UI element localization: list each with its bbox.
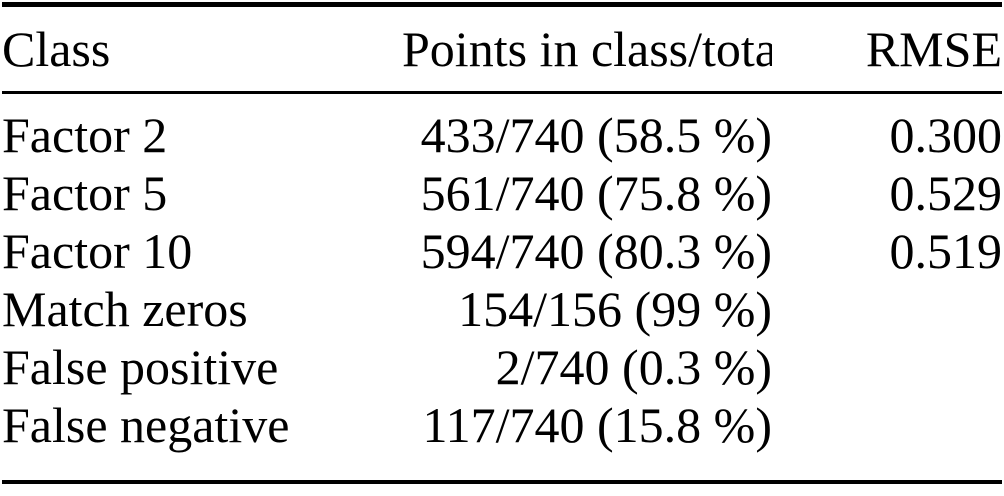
cell-class-label: False negative [2,396,290,453]
column-header-rmse: RMSE [772,4,1002,94]
table-header: Class Points in class/total RMSE [2,4,1002,94]
table-row: Factor 5 561/740 (75.8 %) 0.529 [2,164,1002,222]
cell-class-label: Factor 10 [2,222,193,279]
cell-rmse-value: 0.519 [889,222,1003,279]
cell-class-label: Factor 2 [2,106,168,163]
cell-points-value: 594/740 (80.3 %) [420,222,772,279]
results-table: Class Points in class/total RMSE Factor … [2,2,1002,484]
cell-points-value: 117/740 (15.8 %) [422,396,773,453]
cell-class-label: Match zeros [2,280,248,337]
cell-rmse-value [772,280,1002,338]
cell-rmse-value: 0.300 [889,106,1003,163]
table-row: Factor 10 594/740 (80.3 %) 0.519 [2,222,1002,280]
cell-points-value: 2/740 (0.3 %) [495,338,772,395]
cell-points-value: 561/740 (75.8 %) [420,164,772,221]
column-header-class: Class [2,4,402,94]
table-row: False negative 117/740 (15.8 %) [2,396,1002,482]
results-table-body: Factor 2 433/740 (58.5 %) 0.300 Factor 5… [2,93,1002,483]
table-row: False positive 2/740 (0.3 %) [2,338,1002,396]
table-header-row: Class Points in class/total RMSE [2,4,1002,94]
cell-points-value: 154/156 (99 %) [458,280,772,337]
cell-rmse-value: 0.529 [889,164,1003,221]
cell-rmse-value [772,338,1002,396]
cell-class-label: False positive [2,338,279,395]
table-row: Factor 2 433/740 (58.5 %) 0.300 [2,93,1002,165]
table-row: Match zeros 154/156 (99 %) [2,280,1002,338]
cell-rmse-value [772,396,1002,482]
column-header-points-in-class-total: Points in class/total [402,4,772,94]
cell-points-value: 433/740 (58.5 %) [420,106,772,163]
cell-class-label: Factor 5 [2,164,168,221]
